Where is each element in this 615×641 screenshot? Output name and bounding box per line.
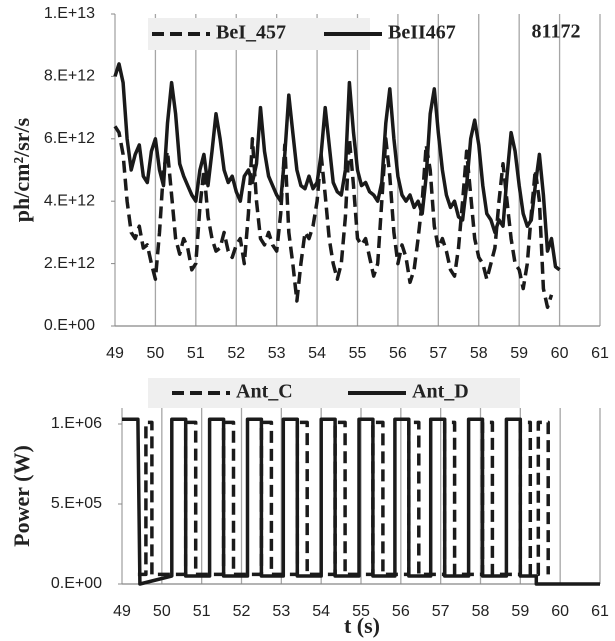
x-tick-label: 57 — [429, 345, 447, 362]
x-tick-label: 49 — [106, 345, 124, 362]
x-tick-label: 57 — [432, 603, 450, 620]
series-line — [122, 417, 600, 586]
x-tick-label: 60 — [551, 603, 569, 620]
x-tick-label: 56 — [389, 345, 407, 362]
y-tick-label: 0.E+00 — [51, 575, 102, 592]
x-tick-label: 61 — [591, 345, 609, 362]
x-tick-label: 52 — [233, 603, 251, 620]
series-line — [113, 62, 561, 272]
x-tick-label: 50 — [147, 345, 165, 362]
x-tick-label: 51 — [187, 345, 205, 362]
series-line — [113, 125, 554, 310]
x-tick-label: 60 — [551, 345, 569, 362]
x-tick-label: 55 — [349, 345, 367, 362]
legend-label: BeII467 — [388, 22, 456, 44]
x-tick-label: 56 — [392, 603, 410, 620]
x-tick-label: 59 — [511, 603, 529, 620]
y-axis-title: ph/cm²/sr/s — [9, 117, 34, 222]
series-line — [137, 420, 550, 577]
x-tick-label: 51 — [193, 603, 211, 620]
x-axis-title: t (s) — [344, 613, 380, 638]
x-tick-label: 52 — [227, 345, 245, 362]
legend-label: Ant_C — [236, 381, 293, 403]
x-tick-label: 61 — [591, 603, 609, 620]
y-tick-label: 1.E+06 — [51, 415, 102, 432]
y-tick-label: 8.E+12 — [44, 68, 95, 85]
x-tick-label: 49 — [113, 603, 131, 620]
y-tick-label: 2.E+12 — [44, 255, 95, 272]
x-tick-label: 54 — [308, 345, 326, 362]
y-tick-label: 5.E+05 — [51, 495, 102, 512]
x-tick-label: 53 — [268, 345, 286, 362]
y-axis-title: Power (W) — [9, 445, 34, 547]
y-tick-label: 0.E+00 — [44, 317, 95, 334]
x-tick-label: 55 — [352, 603, 370, 620]
x-tick-label: 59 — [510, 345, 528, 362]
x-tick-label: 58 — [472, 603, 490, 620]
x-tick-label: 53 — [272, 603, 290, 620]
legend-label: Ant_D — [412, 381, 469, 403]
legend-label: BeI_457 — [216, 22, 286, 44]
x-tick-label: 50 — [153, 603, 171, 620]
annotation: 81172 — [532, 21, 581, 43]
y-tick-label: 6.E+12 — [44, 130, 95, 147]
y-tick-label: 1.E+13 — [44, 5, 95, 22]
x-tick-label: 54 — [312, 603, 330, 620]
y-tick-label: 4.E+12 — [44, 192, 95, 209]
x-tick-label: 58 — [470, 345, 488, 362]
